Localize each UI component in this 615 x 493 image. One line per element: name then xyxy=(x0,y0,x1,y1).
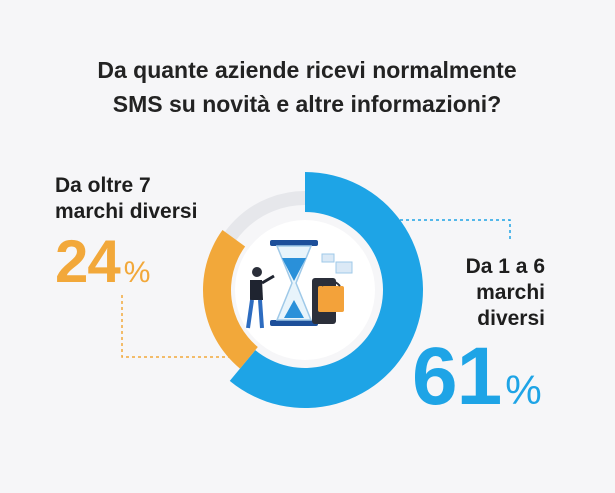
donut-segment xyxy=(203,230,258,369)
leader-line xyxy=(400,219,511,240)
category-label: Da 1 a 6 marchi diversi xyxy=(465,255,545,330)
title-line: Da quante aziende ricevi normalmente xyxy=(97,57,516,83)
category-label: Da oltre 7 marchi diversi xyxy=(55,174,198,223)
donut-segment xyxy=(229,172,424,408)
value-label: 24% xyxy=(55,228,150,295)
value-label: 61% xyxy=(412,331,542,422)
leader-line xyxy=(121,295,235,358)
title-line: SMS su novità e altre informazioni? xyxy=(113,91,502,117)
illustration xyxy=(246,240,353,329)
center-disc xyxy=(235,220,375,360)
